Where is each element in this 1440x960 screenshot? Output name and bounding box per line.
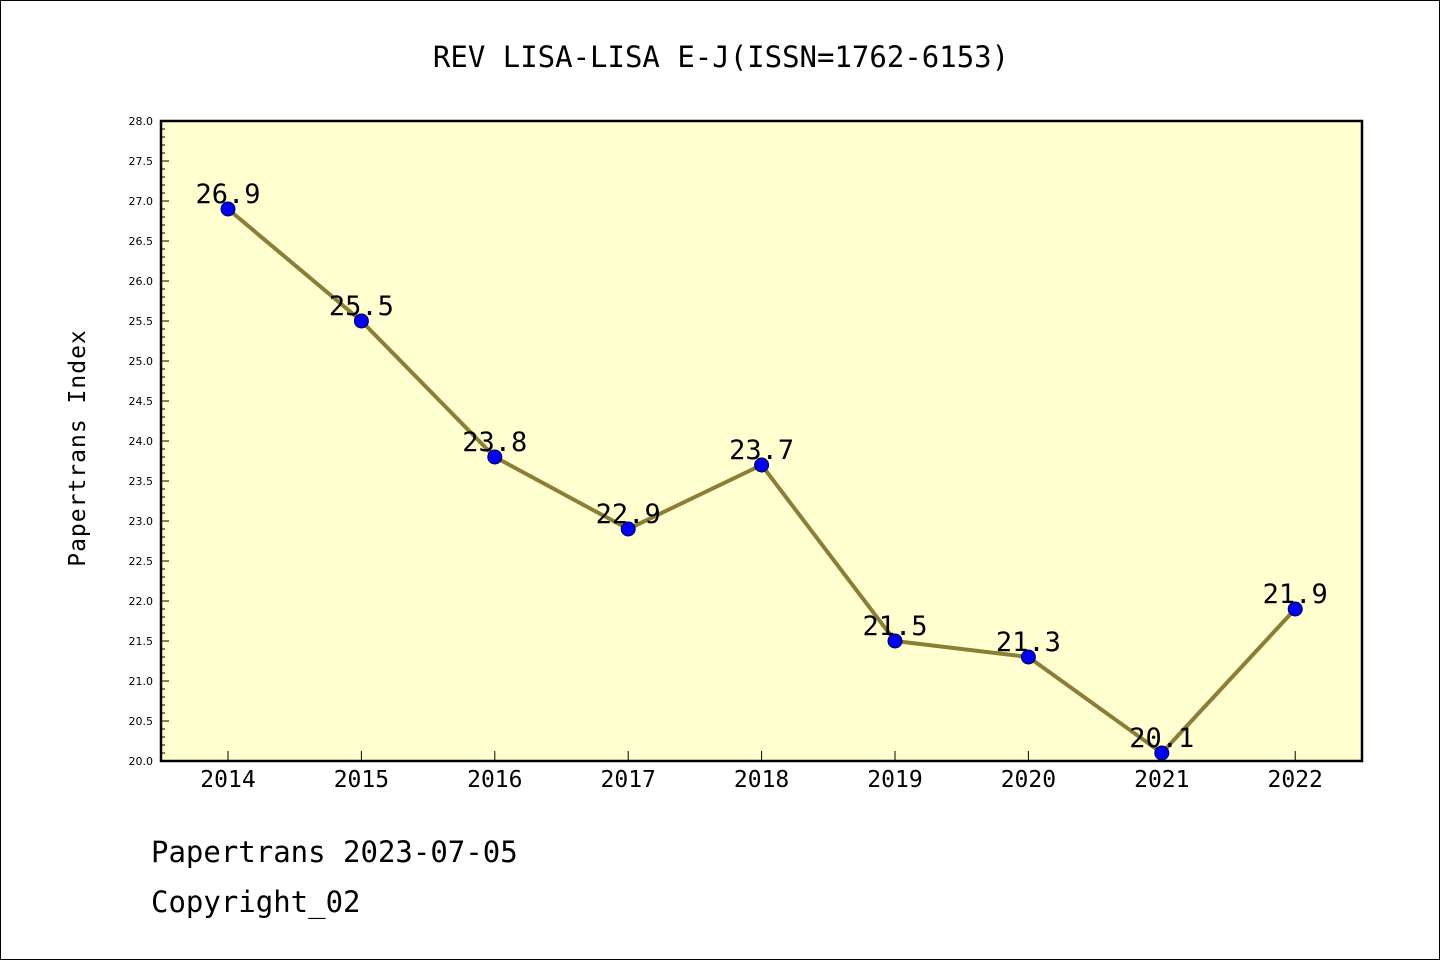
chart-title: REV LISA-LISA E-J(ISSN=1762-6153) xyxy=(433,40,1009,74)
y-tick-label: 26.0 xyxy=(129,275,154,288)
data-label: 21.5 xyxy=(862,611,927,642)
data-point xyxy=(1287,601,1303,617)
x-tick-label: 2022 xyxy=(1268,767,1323,793)
y-axis-ticks: 20.0 20.5 21.0 21.5 22.0 22.5 23.0 23.5 24.0 24.5… xyxy=(129,115,169,768)
data-point xyxy=(754,457,770,473)
data-label: 21.3 xyxy=(996,627,1061,658)
y-tick-label: 20.0 xyxy=(129,755,154,768)
data-point xyxy=(620,521,636,537)
data-label: 21.9 xyxy=(1263,579,1328,610)
data-point xyxy=(487,449,503,465)
y-tick-label: 26.5 xyxy=(129,235,154,248)
x-tick-label: 2019 xyxy=(867,767,922,793)
data-point xyxy=(220,201,236,217)
x-tick-label: 2016 xyxy=(467,767,522,793)
y-tick-label: 27.0 xyxy=(129,195,154,208)
data-point xyxy=(353,313,369,329)
y-tick-label: 28.0 xyxy=(129,115,154,128)
data-labels: 26.9 25.5 23.8 22.9 23.7 21.5 21.3 20.1 21.9 xyxy=(195,179,1327,754)
y-axis-label: Papertrans Index xyxy=(65,329,91,567)
data-point xyxy=(887,633,903,649)
data-label: 20.1 xyxy=(1129,723,1194,754)
data-label: 22.9 xyxy=(596,499,661,530)
data-point xyxy=(1020,649,1036,665)
x-tick-label: 2018 xyxy=(734,767,789,793)
data-point xyxy=(1154,745,1170,761)
y-tick-label: 21.0 xyxy=(129,675,154,688)
y-tick-label: 22.0 xyxy=(129,595,154,608)
y-tick-label: 22.5 xyxy=(129,555,154,568)
y-tick-label: 23.5 xyxy=(129,475,154,488)
x-tick-label: 2021 xyxy=(1134,767,1189,793)
footer-date: Papertrans 2023-07-05 xyxy=(151,835,518,869)
x-tick-label: 2017 xyxy=(601,767,656,793)
data-label: 23.8 xyxy=(462,427,527,458)
y-tick-label: 24.5 xyxy=(129,395,154,408)
y-tick-label: 20.5 xyxy=(129,715,154,728)
data-label: 25.5 xyxy=(329,291,394,322)
plot-area xyxy=(159,119,1364,763)
x-tick-label: 2020 xyxy=(1001,767,1056,793)
y-tick-label: 25.5 xyxy=(129,315,154,328)
x-tick-label: 2015 xyxy=(334,767,389,793)
y-tick-label: 23.0 xyxy=(129,515,154,528)
x-tick-label: 2014 xyxy=(200,767,255,793)
y-tick-label: 27.5 xyxy=(129,155,154,168)
y-tick-label: 25.0 xyxy=(129,355,154,368)
y-tick-label: 21.5 xyxy=(129,635,154,648)
footer-copyright: Copyright_02 xyxy=(151,885,361,919)
data-label: 26.9 xyxy=(195,179,260,210)
series-papertrans-index xyxy=(220,201,1303,761)
y-tick-label: 24.0 xyxy=(129,435,154,448)
data-label: 23.7 xyxy=(729,435,794,466)
x-axis-ticks: 2014 2015 2016 2017 2018 2019 2020 2021 2022 xyxy=(200,751,1323,793)
